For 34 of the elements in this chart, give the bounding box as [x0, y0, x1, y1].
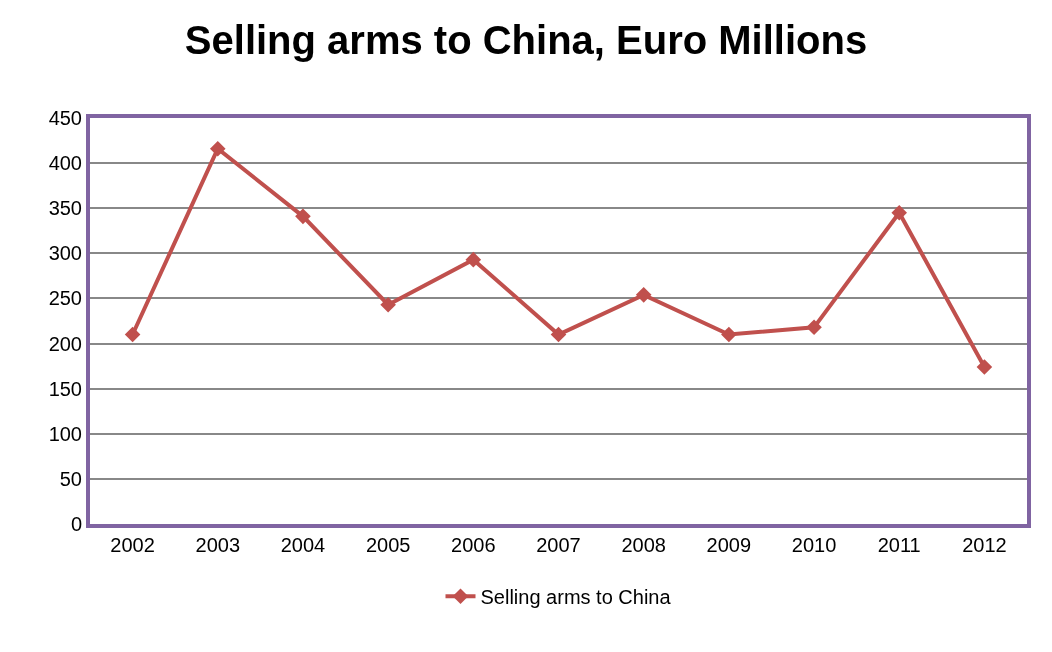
chart-title: Selling arms to China, Euro Millions	[184, 18, 868, 63]
y-tick-label: 50	[59, 467, 82, 490]
x-tick-label: 2010	[791, 534, 837, 556]
x-tick-label: 2004	[280, 534, 326, 556]
point	[721, 326, 737, 343]
y-tick-label: 400	[48, 152, 82, 175]
point	[124, 326, 141, 343]
x-tick-label: 2011	[877, 534, 921, 556]
x-tick-label: 2008	[621, 534, 666, 556]
point	[209, 140, 226, 157]
x-tick-label: 2002	[110, 534, 155, 556]
point	[635, 287, 652, 303]
y-tick-label: 450	[48, 107, 82, 129]
point	[550, 326, 567, 343]
y-tick-label: 100	[48, 422, 82, 445]
x-tick-label: 2005	[365, 534, 411, 556]
y-tick-label: 0	[70, 513, 82, 535]
y-tick-label: 150	[48, 377, 82, 400]
point	[806, 319, 822, 336]
y-tick-label: 250	[48, 287, 82, 310]
y-tick-label: 200	[48, 332, 82, 355]
x-tick-label: 2007	[536, 534, 581, 556]
point	[465, 251, 482, 268]
legend-label: Selling arms to China	[480, 586, 672, 609]
x-tick-label: 2012	[962, 534, 1007, 556]
point	[295, 208, 311, 225]
x-tick-label: 2003	[195, 534, 241, 556]
point	[380, 296, 396, 313]
point	[976, 359, 993, 375]
point	[891, 204, 908, 221]
y-tick-label: 350	[48, 197, 82, 220]
x-tick-label: 2006	[451, 534, 496, 556]
y-tick-label: 300	[48, 242, 82, 265]
x-tick-label: 2009	[706, 534, 752, 556]
